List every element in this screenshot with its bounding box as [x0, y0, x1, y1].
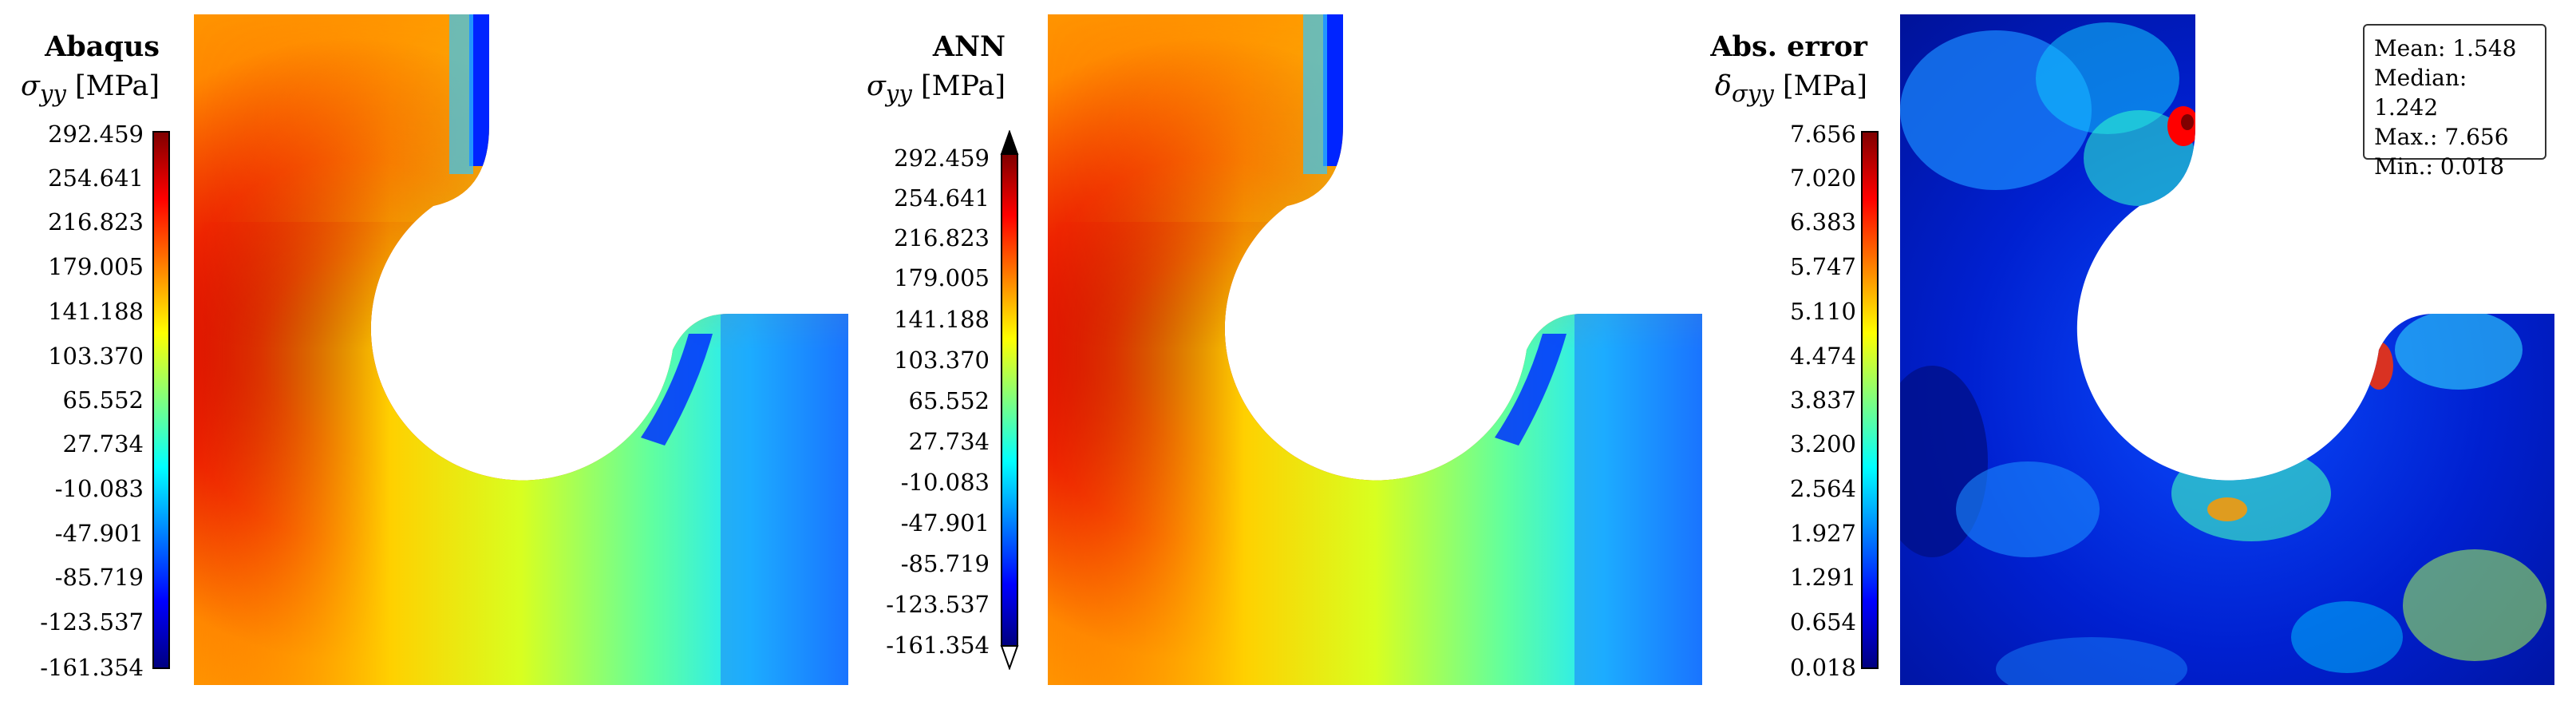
colorbar [152, 131, 170, 669]
stress-field-plot [1048, 14, 1702, 685]
colorbar-tick: 3.837 [1789, 386, 1856, 414]
stat-min: Min.: 0.018 [2374, 153, 2505, 180]
panel-title: Abaqus [45, 30, 160, 63]
colorbar-tick: -123.537 [886, 591, 990, 618]
colorbar-tick: 65.552 [62, 386, 144, 414]
colorbar-tick: 216.823 [48, 208, 144, 236]
colorbar-tick: 5.747 [1789, 253, 1856, 280]
colorbar-tick: -10.083 [900, 469, 990, 496]
colorbar-tick: 3.200 [1789, 430, 1856, 457]
colorbar-extended [1000, 130, 1019, 670]
colorbar-tick: -10.083 [54, 475, 144, 502]
colorbar-tick: 141.188 [48, 298, 144, 325]
colorbar-tick: 1.927 [1789, 520, 1856, 547]
stress-symbol-label: σyy [MPa] [21, 70, 160, 107]
colorbar-tick: 216.823 [894, 224, 990, 251]
symbol: δ [1714, 70, 1732, 102]
colorbar-tick: -123.537 [40, 608, 144, 636]
stat-max: Max.: 7.656 [2374, 124, 2509, 150]
panel-title: ANN [932, 30, 1006, 63]
colorbar-ticks: 292.459 254.641 216.823 179.005 141.188 … [858, 0, 990, 701]
colorbar-ticks: 292.459 254.641 216.823 179.005 141.188 … [0, 0, 144, 701]
colorbar-tick: 103.370 [894, 347, 990, 374]
colorbar-tick: 7.656 [1789, 121, 1856, 148]
symbol-subscript: σyy [1732, 80, 1774, 107]
stat-mean: Mean: 1.548 [2374, 35, 2517, 61]
symbol-subscript: yy [39, 80, 66, 107]
colorbar-tick: 0.018 [1789, 654, 1856, 681]
colorbar-tick: -47.901 [900, 509, 990, 537]
colorbar-tick: -47.901 [54, 520, 144, 547]
colorbar-tick: 292.459 [894, 145, 990, 172]
stress-field-plot [194, 14, 848, 685]
colorbar-tick: -161.354 [886, 632, 990, 659]
colorbar-tick: 254.641 [48, 164, 144, 192]
colorbar-tick: 6.383 [1789, 208, 1856, 236]
colorbar-tick: 141.188 [894, 306, 990, 333]
colorbar [1861, 131, 1879, 669]
panel-ann: ANN σyy [MPa] 292.459 254.641 216.823 17… [858, 0, 1712, 701]
error-symbol-label: δσyy [MPa] [1715, 70, 1867, 107]
colorbar-tick: 65.552 [908, 387, 990, 414]
unit-label: [MPa] [75, 70, 160, 102]
colorbar-tick: 254.641 [894, 184, 990, 212]
colorbar-tick: 4.474 [1789, 343, 1856, 370]
stat-median: Median: 1.242 [2374, 65, 2467, 121]
colorbar-tick: -161.354 [40, 654, 144, 681]
colorbar-tick: 27.734 [908, 428, 990, 455]
unit-label: [MPa] [921, 70, 1006, 102]
colorbar-tick: -85.719 [900, 550, 990, 577]
colorbar-tick: 0.654 [1789, 608, 1856, 636]
colorbar-tick: 103.370 [48, 343, 144, 370]
colorbar-tick: -85.719 [54, 564, 144, 591]
colorbar-tick: 2.564 [1789, 475, 1856, 502]
colorbar-ticks: 7.656 7.020 6.383 5.747 5.110 4.474 3.83… [1714, 0, 1856, 701]
colorbar-tick: 5.110 [1789, 298, 1856, 325]
stress-symbol-label: σyy [MPa] [867, 70, 1006, 107]
symbol-subscript: yy [885, 80, 912, 107]
symbol: σ [867, 70, 886, 102]
unit-label: [MPa] [1783, 70, 1867, 102]
error-statistics-box: Mean: 1.548 Median: 1.242 Max.: 7.656 Mi… [2363, 24, 2546, 180]
colorbar-tick: 179.005 [48, 253, 144, 280]
colorbar-tick: 292.459 [48, 121, 144, 148]
colorbar-tick: 7.020 [1789, 164, 1856, 192]
symbol: σ [21, 70, 40, 102]
colorbar-tick: 1.291 [1789, 564, 1856, 591]
colorbar-tick: 179.005 [894, 264, 990, 291]
panel-title: Abs. error [1710, 30, 1867, 63]
panel-abaqus: Abaqus σyy [MPa] 292.459 254.641 216.823… [0, 0, 854, 701]
colorbar-tick: 27.734 [62, 430, 144, 457]
